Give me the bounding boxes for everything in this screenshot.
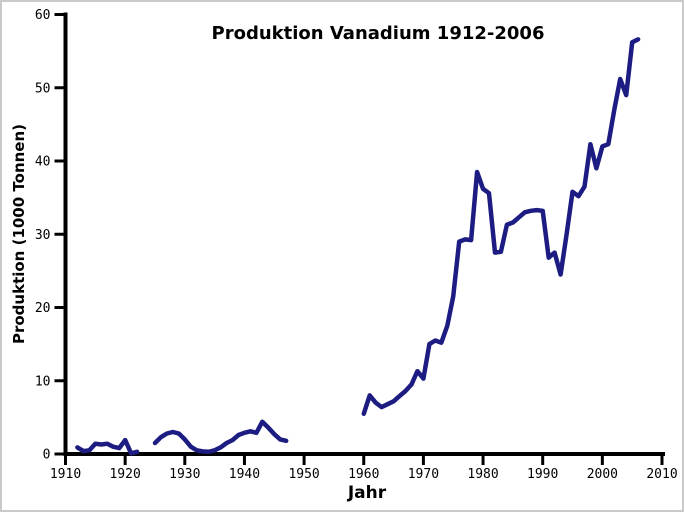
x-tick-label: 1980 — [467, 467, 498, 482]
x-tick-label: 1970 — [408, 467, 439, 482]
chart-title: Produktion Vanadium 1912-2006 — [211, 23, 545, 44]
x-tick-label: 1960 — [348, 467, 379, 482]
x-tick-label: 1930 — [169, 467, 200, 482]
x-tick-label: 2010 — [646, 467, 677, 482]
production-line-segment — [152, 419, 289, 455]
y-tick-label: 50 — [35, 81, 51, 96]
x-tick-label: 2000 — [587, 467, 618, 482]
y-tick-label: 30 — [35, 228, 51, 243]
y-tick-label: 40 — [35, 155, 51, 170]
x-tick-label: 1910 — [50, 467, 81, 482]
x-tick-label: 1920 — [109, 467, 140, 482]
x-tick-label: 1940 — [229, 467, 260, 482]
x-axis-label: Jahr — [347, 483, 387, 503]
y-tick-label: 0 — [43, 448, 51, 463]
x-tick-label: 1950 — [288, 467, 319, 482]
x-tick-label: 1990 — [527, 467, 558, 482]
y-axis-label: Produktion (1000 Tonnen) — [10, 123, 28, 345]
y-tick-label: 10 — [35, 374, 51, 389]
y-tick-label: 20 — [35, 301, 51, 316]
production-line-segment — [361, 37, 641, 416]
production-line-segment — [75, 437, 140, 456]
y-tick-label: 60 — [35, 8, 51, 23]
